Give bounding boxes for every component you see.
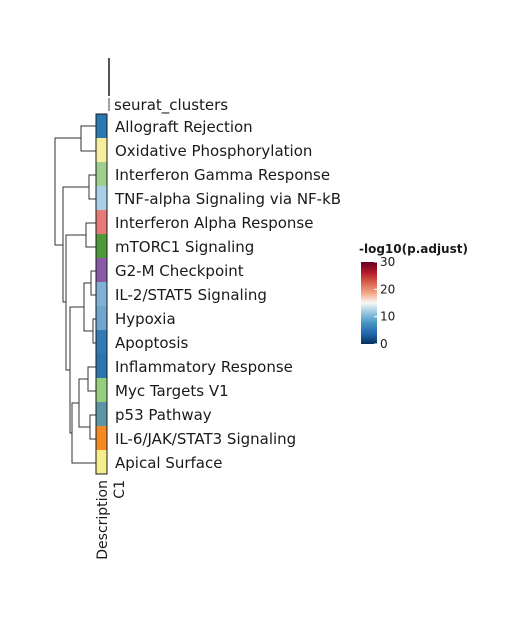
- row-label: Hypoxia: [115, 310, 176, 328]
- row-label: Apical Surface: [115, 454, 222, 472]
- legend-title: -log10(p.adjust): [359, 242, 468, 256]
- annotation-cell: [96, 162, 107, 186]
- annotation-strip-border: [95, 113, 108, 475]
- row-labels: Allograft Rejection Oxidative Phosphoryla…: [114, 118, 341, 472]
- legend-colorbar: [361, 262, 377, 344]
- dendrogram-branch: [62, 186, 89, 303]
- legend-tick-label: 0: [380, 337, 388, 351]
- annotation-cell: [96, 210, 107, 234]
- row-label: Myc Targets V1: [115, 382, 229, 400]
- row-label: Interferon Alpha Response: [115, 214, 313, 232]
- row-label: Oxidative Phosphorylation: [115, 142, 312, 160]
- top-annotation: seurat_clusters: [108, 58, 228, 115]
- annotation-cell: [96, 114, 107, 138]
- annotation-strip: [95, 113, 108, 475]
- legend-tick-label: 30: [380, 255, 395, 269]
- dendrogram-branch: [54, 137, 81, 246]
- annotation-cell: [96, 234, 107, 258]
- row-label: IL-6/JAK/STAT3 Signaling: [115, 430, 296, 448]
- row-label: Interferon Gamma Response: [115, 166, 330, 184]
- annotation-cell: [96, 282, 107, 306]
- row-label: Allograft Rejection: [115, 118, 253, 136]
- dendrogram-branch: [85, 222, 96, 248]
- dendrogram-branch: [80, 125, 96, 152]
- annotation-cell: [96, 138, 107, 162]
- dendrogram-branch: [83, 282, 93, 332]
- annotation-cell: [96, 354, 107, 378]
- annotation-cell: [96, 306, 107, 330]
- dendrogram-branch: [87, 366, 96, 392]
- row-label: Apoptosis: [115, 334, 189, 352]
- annotation-cell: [96, 258, 107, 282]
- annotation-cell: [96, 378, 107, 402]
- annotation-cell: [96, 450, 107, 474]
- legend-tick-label: 20: [380, 282, 395, 296]
- color-legend: -log10(p.adjust) 0 10 20 30: [359, 242, 468, 351]
- annotation-cell: [96, 186, 107, 210]
- row-label: mTORC1 Signaling: [115, 238, 254, 256]
- legend-tick-label: 10: [380, 310, 395, 324]
- row-label: G2-M Checkpoint: [115, 262, 244, 280]
- row-label: p53 Pathway: [115, 406, 212, 424]
- row-label: IL-2/STAT5 Signaling: [115, 286, 267, 304]
- dendrogram-branch: [65, 234, 86, 371]
- annotation-cell: [96, 426, 107, 450]
- row-label: TNF-alpha Signaling via NF-kB: [114, 190, 341, 208]
- annotation-cell: [96, 402, 107, 426]
- dendrogram-branch: [90, 270, 96, 296]
- column-labels: Description C1: [95, 480, 128, 560]
- row-dendrogram: [54, 125, 96, 464]
- dendrogram-branch: [88, 174, 96, 200]
- annotation-cell: [96, 330, 107, 354]
- dendrogram-branch: [89, 414, 96, 440]
- legend-ticks: 0 10 20 30: [374, 255, 395, 351]
- row-label: Inflammatory Response: [115, 358, 293, 376]
- top-annotation-label: seurat_clusters: [114, 96, 228, 115]
- column-label-c1: C1: [112, 480, 128, 499]
- column-label-description: Description: [95, 480, 111, 560]
